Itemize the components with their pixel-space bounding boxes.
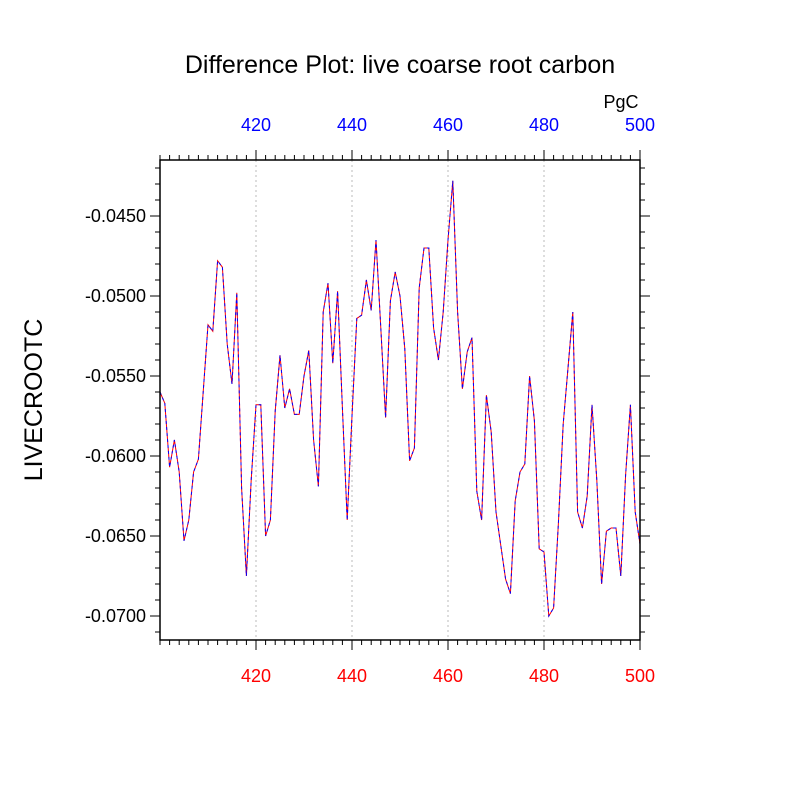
y-axis-label: LIVECROOTC <box>20 319 48 482</box>
x-tick-label-bottom-460: 460 <box>433 666 463 686</box>
y-tick-label-5: -0.0700 <box>85 606 146 626</box>
x-tick-label-top-480: 480 <box>529 115 559 135</box>
plot-frame <box>159 159 641 641</box>
series-layer <box>159 180 641 618</box>
chart-title: Difference Plot: live coarse root carbon <box>185 51 615 79</box>
x-tick-label-bottom-500: 500 <box>625 666 655 686</box>
axis-ticks <box>150 150 650 650</box>
x-tick-label-top-460: 460 <box>433 115 463 135</box>
series-line-blue <box>159 180 641 618</box>
x-tick-label-top-500: 500 <box>625 115 655 135</box>
x-tick-label-bottom-420: 420 <box>241 666 271 686</box>
grid-lines <box>255 160 545 640</box>
y-tick-label-1: -0.0500 <box>85 286 146 306</box>
y-tick-label-2: -0.0550 <box>85 366 146 386</box>
chart-units: PgC <box>603 92 638 112</box>
series-line-red <box>159 180 641 618</box>
x-tick-label-bottom-480: 480 <box>529 666 559 686</box>
x-tick-label-bottom-440: 440 <box>337 666 367 686</box>
x-tick-label-top-440: 440 <box>337 115 367 135</box>
x-tick-label-top-420: 420 <box>241 115 271 135</box>
y-tick-label-4: -0.0650 <box>85 526 146 546</box>
tick-labels: 420 420 440 440 460 460 480 480 500 500 -0.0450 -0.… <box>85 115 655 686</box>
y-tick-label-3: -0.0600 <box>85 446 146 466</box>
y-tick-label-0: -0.0450 <box>85 206 146 226</box>
